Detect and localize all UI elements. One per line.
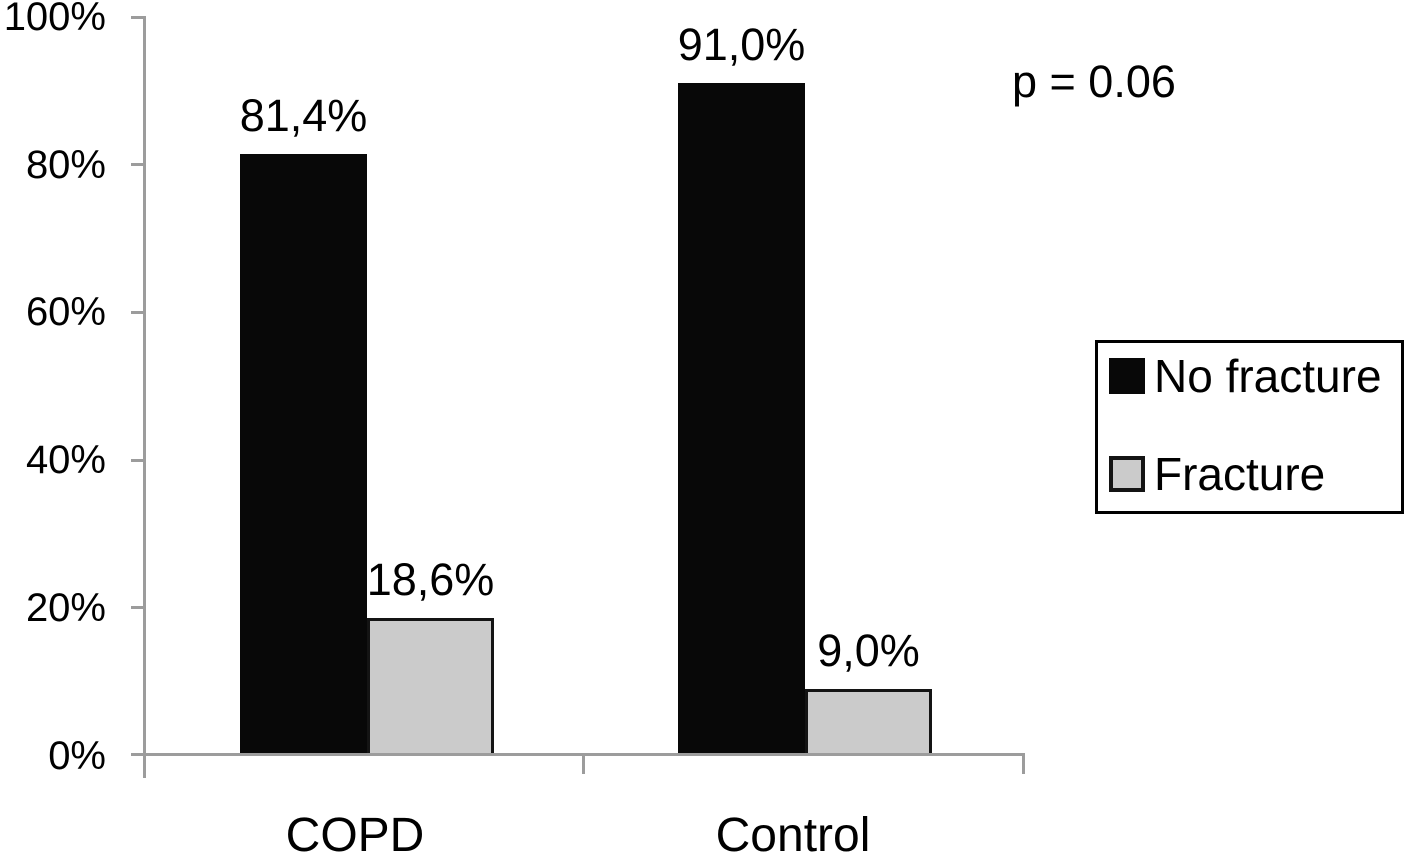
y-tick-label: 60% <box>25 290 106 335</box>
bar-value-label: 18,6% <box>366 554 495 606</box>
legend-label: Fracture <box>1154 448 1326 500</box>
y-tick-label: 80% <box>25 142 106 187</box>
x-axis-tick <box>582 755 585 774</box>
legend-item: Fracture <box>1109 449 1395 499</box>
category-label-copd: COPD <box>285 809 425 862</box>
legend-swatch-icon <box>1109 358 1145 394</box>
y-axis-tick <box>131 606 146 610</box>
y-axis-tick <box>131 15 146 19</box>
y-tick-label: 40% <box>25 438 106 483</box>
legend-label: No fracture <box>1154 350 1382 402</box>
legend-item: No fracture <box>1109 351 1395 401</box>
bar-no-fracture <box>678 83 805 757</box>
x-axis-line <box>131 753 1025 756</box>
legend: No fracture Fracture <box>1095 340 1404 514</box>
p-value-annotation: p = 0.06 <box>1012 56 1176 107</box>
y-axis-tick <box>131 163 146 167</box>
bar-no-fracture <box>240 154 367 757</box>
y-axis-tick <box>131 310 146 314</box>
y-tick-label: 100% <box>3 0 106 39</box>
bar-fracture <box>367 618 494 757</box>
bar-value-label: 81,4% <box>239 90 368 142</box>
bar-value-label: 9,0% <box>817 625 920 677</box>
category-label-control: Control <box>715 809 871 862</box>
y-tick-label: 20% <box>25 585 106 630</box>
legend-swatch-icon <box>1109 456 1145 492</box>
y-axis-line <box>143 16 146 778</box>
y-axis-tick <box>131 458 146 462</box>
bar-fracture <box>805 689 932 757</box>
bar-value-label: 91,0% <box>677 19 806 71</box>
y-tick-label: 0% <box>48 733 106 778</box>
x-axis-tick <box>1022 755 1025 774</box>
